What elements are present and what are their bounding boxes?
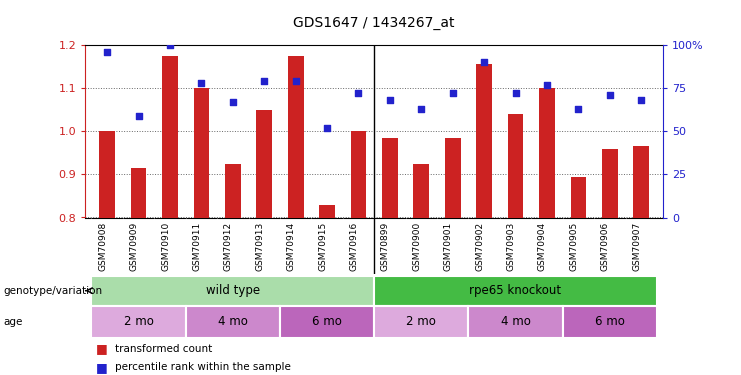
Text: percentile rank within the sample: percentile rank within the sample — [115, 363, 290, 372]
Bar — [350, 131, 366, 218]
Text: GSM70916: GSM70916 — [350, 222, 359, 271]
Bar — [468, 306, 562, 338]
Point — [447, 90, 459, 96]
Point — [290, 78, 302, 84]
Point — [635, 97, 647, 103]
Text: GSM70909: GSM70909 — [130, 222, 139, 271]
Text: 2 mo: 2 mo — [124, 315, 153, 328]
Bar — [91, 276, 374, 306]
Bar — [374, 276, 657, 306]
Bar — [445, 138, 461, 218]
Bar — [288, 56, 304, 217]
Text: GSM70904: GSM70904 — [538, 222, 547, 271]
Text: GSM70912: GSM70912 — [224, 222, 233, 271]
Bar — [186, 306, 280, 338]
Point — [384, 97, 396, 103]
Bar — [280, 306, 374, 338]
Text: wild type: wild type — [206, 284, 260, 297]
Bar — [539, 88, 555, 218]
Point — [321, 125, 333, 131]
Bar — [602, 148, 618, 217]
Point — [604, 92, 616, 98]
Point — [353, 90, 365, 96]
Point — [133, 113, 144, 119]
Text: GSM70902: GSM70902 — [475, 222, 484, 271]
Text: 4 mo: 4 mo — [501, 315, 531, 328]
Bar — [382, 138, 398, 218]
Bar — [256, 110, 272, 218]
Text: GSM70906: GSM70906 — [601, 222, 610, 271]
Bar — [225, 164, 241, 218]
Text: GDS1647 / 1434267_at: GDS1647 / 1434267_at — [293, 16, 455, 30]
Text: GSM70905: GSM70905 — [569, 222, 579, 271]
Text: genotype/variation: genotype/variation — [4, 286, 103, 296]
Text: GSM70907: GSM70907 — [632, 222, 641, 271]
Bar — [91, 306, 186, 338]
Text: 4 mo: 4 mo — [218, 315, 247, 328]
Point — [416, 106, 428, 112]
Bar — [571, 177, 586, 218]
Point — [573, 106, 585, 112]
Text: GSM70899: GSM70899 — [381, 222, 390, 271]
Point — [227, 99, 239, 105]
Point — [102, 49, 113, 55]
Bar — [634, 146, 649, 218]
Text: GSM70913: GSM70913 — [255, 222, 265, 271]
Text: GSM70914: GSM70914 — [287, 222, 296, 271]
Bar — [130, 168, 147, 217]
Text: age: age — [4, 317, 23, 327]
Text: ■: ■ — [96, 361, 108, 374]
Text: GSM70900: GSM70900 — [412, 222, 422, 271]
Text: GSM70903: GSM70903 — [507, 222, 516, 271]
Text: 6 mo: 6 mo — [595, 315, 625, 328]
Point — [196, 80, 207, 86]
Bar — [374, 306, 468, 338]
Text: GSM70908: GSM70908 — [99, 222, 107, 271]
Text: GSM70910: GSM70910 — [161, 222, 170, 271]
Text: rpe65 knockout: rpe65 knockout — [470, 284, 562, 297]
Point — [541, 82, 553, 88]
Text: 2 mo: 2 mo — [406, 315, 436, 328]
Text: GSM70901: GSM70901 — [444, 222, 453, 271]
Text: GSM70911: GSM70911 — [193, 222, 202, 271]
Bar — [193, 88, 209, 218]
Point — [478, 59, 490, 65]
Point — [259, 78, 270, 84]
Text: 6 mo: 6 mo — [312, 315, 342, 328]
Text: GSM70915: GSM70915 — [318, 222, 327, 271]
Bar — [562, 306, 657, 338]
Bar — [476, 64, 492, 218]
Bar — [162, 56, 178, 217]
Point — [164, 42, 176, 48]
Text: ■: ■ — [96, 342, 108, 355]
Bar — [319, 204, 335, 218]
Text: transformed count: transformed count — [115, 344, 212, 354]
Point — [510, 90, 522, 96]
Bar — [508, 114, 523, 218]
Bar — [99, 131, 115, 218]
Bar — [413, 164, 429, 218]
